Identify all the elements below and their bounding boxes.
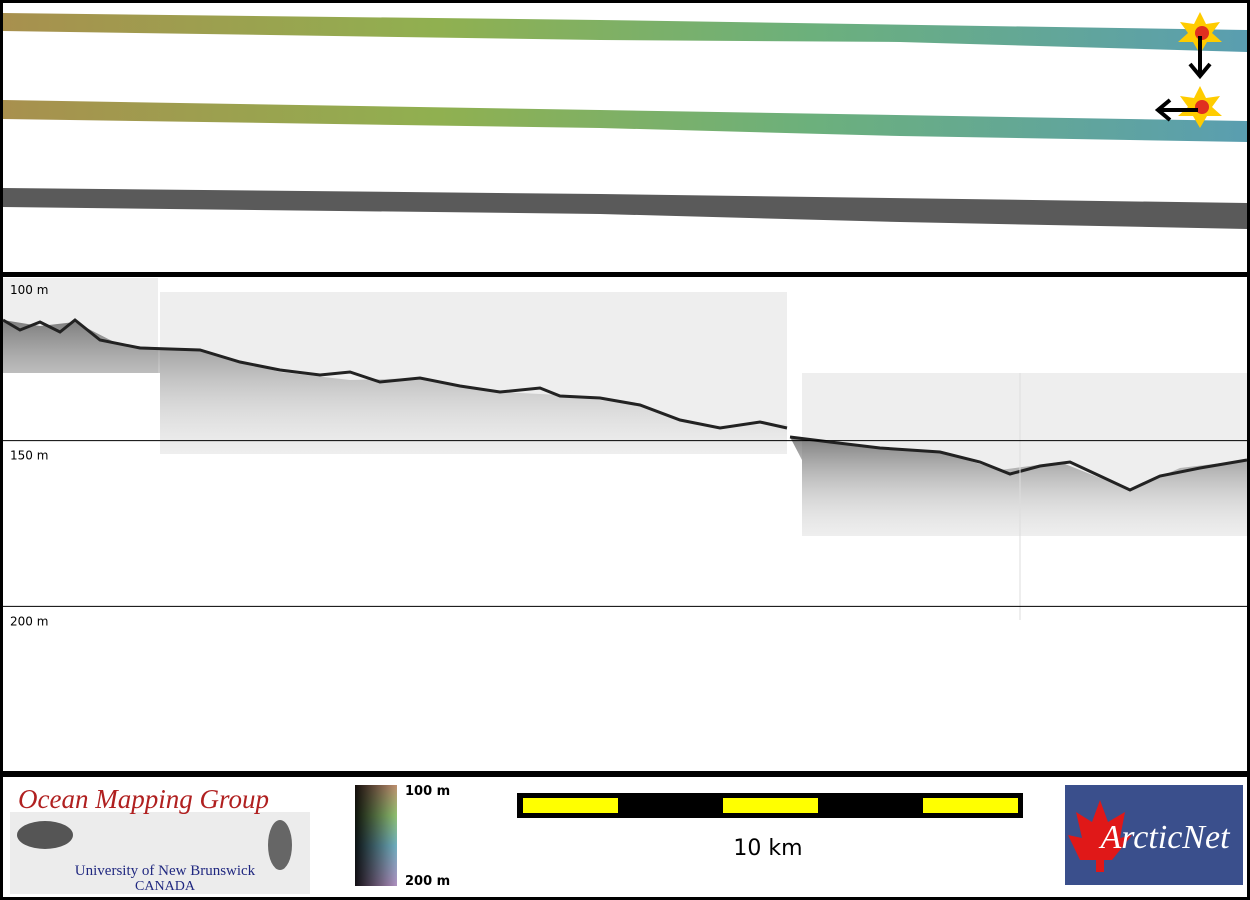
logo-title: Ocean Mapping Group: [18, 784, 269, 814]
arrow: [1154, 98, 1172, 122]
scale-label: 10 km: [733, 836, 802, 861]
depth-label: 150 m: [10, 449, 48, 463]
logo-country: CANADA: [135, 879, 196, 894]
scale-bar-segment: [923, 798, 1018, 813]
logo-fish: [17, 821, 73, 849]
scale-bar-segment: [723, 798, 818, 813]
echo-fill: [790, 437, 1247, 536]
sun-icon: [1195, 100, 1209, 114]
logo-fish: [268, 820, 292, 870]
seabed-echo: [2, 318, 788, 430]
scale-bar-segment: [523, 798, 618, 813]
depth-label: 100 m: [10, 283, 48, 297]
logo-university: University of New Brunswick: [75, 863, 256, 879]
color-bar: [355, 785, 397, 886]
color-bar-label: 200 m: [405, 874, 450, 889]
seabed-echo: [789, 435, 1248, 492]
backscatter-swath: [3, 188, 1247, 229]
depth-label: 200 m: [10, 614, 48, 628]
partner-logo-text: ArcticNet: [1098, 819, 1231, 856]
bathymetry-swath: [3, 100, 1247, 142]
echo-fill: [3, 320, 787, 454]
bathymetry-swath: [3, 13, 1247, 52]
color-bar-label: 100 m: [405, 784, 450, 799]
arrow: [1188, 62, 1212, 80]
maple-leaf: [1068, 800, 1132, 872]
